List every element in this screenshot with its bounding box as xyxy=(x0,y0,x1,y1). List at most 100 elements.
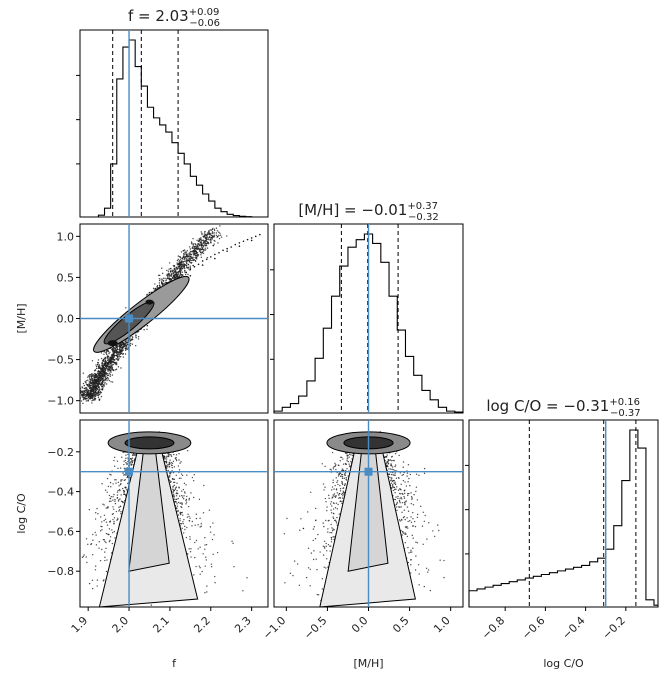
sample-point xyxy=(186,516,189,518)
sample-point xyxy=(116,348,118,350)
sample-point xyxy=(120,511,122,513)
sample-point xyxy=(219,232,221,234)
sample-point xyxy=(172,460,175,463)
sample-point xyxy=(95,378,97,380)
sample-point xyxy=(215,232,218,234)
sample-point xyxy=(201,233,203,236)
sample-point xyxy=(104,376,106,379)
sample-point xyxy=(104,359,107,362)
sample-point xyxy=(190,556,192,558)
sample-point xyxy=(175,454,178,456)
sample-point xyxy=(105,369,107,371)
sample-point xyxy=(212,522,214,524)
sample-point xyxy=(214,253,216,256)
sample-point xyxy=(121,500,124,503)
sample-point xyxy=(143,329,145,331)
sample-point xyxy=(101,364,104,367)
sample-point xyxy=(195,255,197,257)
sample-point xyxy=(160,280,163,282)
sample-point xyxy=(185,484,187,486)
sample-point xyxy=(91,554,94,556)
sample-point xyxy=(110,381,112,383)
density-peak xyxy=(107,340,118,347)
sample-point xyxy=(191,261,193,264)
sample-point xyxy=(89,395,91,398)
sample-point xyxy=(218,234,220,237)
sample-point xyxy=(191,247,194,249)
sample-point xyxy=(94,369,97,371)
sample-point xyxy=(107,372,109,375)
sample-point xyxy=(120,348,123,350)
sample-point xyxy=(109,351,111,354)
sample-point xyxy=(161,272,164,275)
sample-point xyxy=(168,452,170,455)
title-upper-error: +0.16 xyxy=(609,397,640,408)
sample-point xyxy=(184,525,186,528)
sample-point xyxy=(99,559,102,562)
sample-point xyxy=(104,378,106,381)
sample-point xyxy=(115,479,117,481)
sample-point xyxy=(146,328,148,331)
sample-point xyxy=(185,251,188,253)
sample-point xyxy=(187,513,189,516)
sample-point xyxy=(93,397,95,399)
sample-point xyxy=(101,367,103,369)
sample-point xyxy=(91,579,94,581)
sample-point xyxy=(105,547,107,550)
sample-point xyxy=(216,230,219,232)
sample-point xyxy=(121,347,123,349)
sample-point xyxy=(117,366,120,368)
sample-point xyxy=(178,495,181,497)
sample-point xyxy=(173,269,175,272)
sample-point xyxy=(187,268,190,270)
sample-point xyxy=(103,504,105,506)
sample-point xyxy=(114,500,116,502)
title-lower-error: −0.06 xyxy=(189,18,220,29)
sample-point xyxy=(185,501,188,503)
sample-point xyxy=(250,237,253,239)
sample-point xyxy=(96,382,98,385)
sample-point xyxy=(206,235,208,237)
sample-point xyxy=(161,279,164,281)
sample-point xyxy=(213,232,216,234)
sample-point xyxy=(205,245,207,247)
histogram-panel-f: f = 2.03+0.09 −0.06 xyxy=(76,7,269,218)
sample-point xyxy=(222,249,224,252)
sample-point xyxy=(122,342,124,344)
sample-point xyxy=(178,275,181,277)
sample-point xyxy=(233,566,235,568)
sample-point xyxy=(123,491,125,493)
sample-point xyxy=(82,397,85,399)
sample-point xyxy=(122,356,125,358)
sample-point xyxy=(109,497,111,500)
sample-point xyxy=(112,349,115,352)
sample-point xyxy=(238,245,241,247)
title-upper-error: +0.09 xyxy=(189,7,220,18)
sample-point xyxy=(105,521,108,523)
sample-point xyxy=(129,340,132,342)
sample-point xyxy=(211,232,213,234)
sample-point xyxy=(201,260,204,262)
sample-point xyxy=(199,247,201,250)
sample-point xyxy=(176,268,178,270)
sample-point xyxy=(110,371,112,373)
sample-point xyxy=(97,386,100,388)
sample-point xyxy=(118,488,121,491)
sample-point xyxy=(183,264,185,266)
sample-point xyxy=(113,465,116,467)
sample-point xyxy=(193,243,195,245)
sample-point xyxy=(197,548,199,550)
sample-point xyxy=(96,385,99,387)
sample-point xyxy=(95,389,97,391)
sample-point xyxy=(189,258,191,261)
sample-point xyxy=(226,235,228,237)
sample-point xyxy=(226,250,228,252)
sample-point xyxy=(101,525,103,528)
sample-point xyxy=(175,495,178,497)
sample-point xyxy=(105,350,108,353)
sample-point xyxy=(111,363,113,365)
sample-point xyxy=(174,269,177,271)
sample-point xyxy=(114,347,116,350)
sample-point xyxy=(101,381,104,383)
sample-point xyxy=(180,267,183,269)
